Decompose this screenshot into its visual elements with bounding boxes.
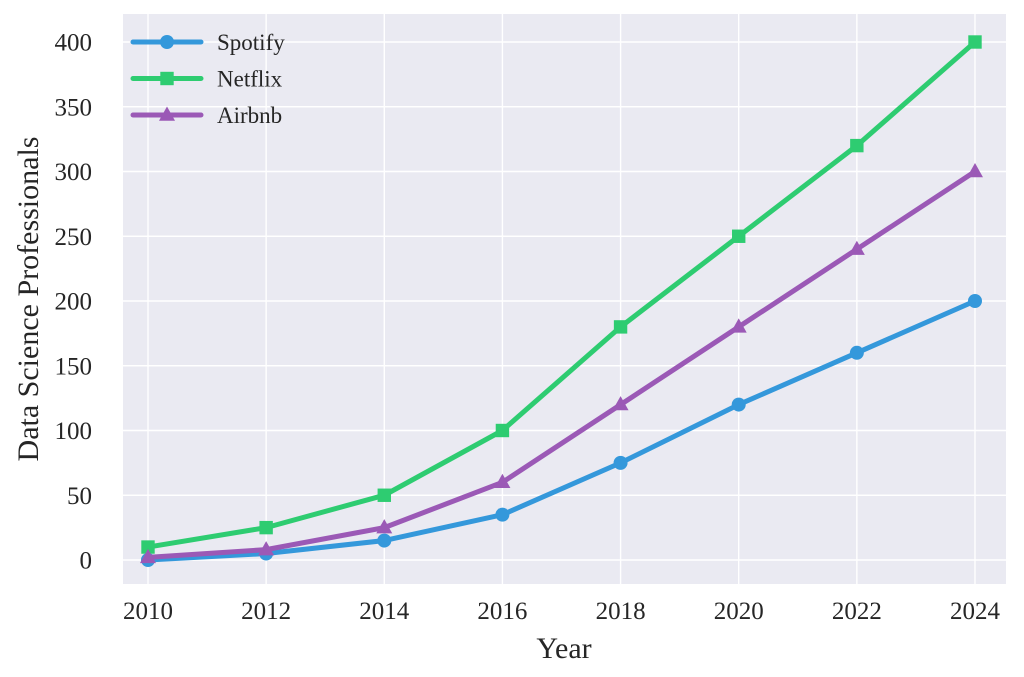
marker-netflix <box>968 35 982 49</box>
marker-spotify <box>613 455 628 470</box>
marker-spotify <box>731 397 746 412</box>
legend-label-spotify: Spotify <box>217 30 285 55</box>
series-line-airbnb <box>145 169 978 560</box>
y-axis-label: Data Science Professionals <box>12 137 45 462</box>
x-tick-label: 2018 <box>596 598 646 625</box>
x-tick-label: 2014 <box>359 598 410 625</box>
marker-airbnb <box>258 541 275 556</box>
y-tick-label: 0 <box>80 548 93 575</box>
marker-netflix <box>732 229 746 243</box>
legend-item-netflix: Netflix <box>130 67 283 92</box>
x-tick-label: 2016 <box>477 598 527 625</box>
series-netflix <box>141 35 982 554</box>
x-tick-label: 2022 <box>832 598 882 625</box>
marker-netflix <box>259 520 273 535</box>
series-line-netflix <box>145 39 978 550</box>
x-tick-label: 2012 <box>241 598 291 625</box>
marker-netflix <box>495 423 510 438</box>
marker-airbnb <box>494 473 511 488</box>
marker-spotify <box>495 507 510 522</box>
x-tick-label: 2024 <box>950 598 1001 625</box>
marker-spotify <box>967 294 982 308</box>
plot-area <box>123 14 1006 584</box>
marker-netflix <box>850 138 864 153</box>
marker-airbnb <box>848 240 865 255</box>
y-tick-label: 250 <box>55 224 93 251</box>
marker-netflix <box>141 540 155 554</box>
y-tick-label: 150 <box>55 353 93 380</box>
y-tick-label: 50 <box>67 483 92 510</box>
y-axis-tick-labels: 0 50 100 150 200 250 300 350 400 <box>55 30 93 575</box>
y-tick-label: 100 <box>55 418 93 445</box>
gridlines <box>123 14 1006 584</box>
marker-spotify <box>849 345 864 360</box>
series-line-spotify <box>145 298 978 563</box>
legend-marker-airbnb <box>159 106 175 121</box>
series-airbnb <box>140 163 983 564</box>
marker-netflix <box>613 320 628 334</box>
marker-airbnb <box>612 396 629 411</box>
legend-label-airbnb: Airbnb <box>217 103 282 128</box>
marker-airbnb <box>966 163 983 178</box>
x-tick-label: 2010 <box>123 598 173 625</box>
marker-airbnb <box>376 519 393 534</box>
marker-netflix <box>377 488 391 502</box>
legend-label-netflix: Netflix <box>217 67 283 92</box>
marker-airbnb <box>730 318 747 333</box>
series-layer <box>140 35 983 567</box>
legend-marker-netflix <box>160 71 174 86</box>
x-axis-label: Year <box>536 632 591 665</box>
legend-marker-spotify <box>160 35 174 49</box>
x-tick-label: 2020 <box>714 598 764 625</box>
series-spotify <box>141 294 982 567</box>
y-tick-label: 200 <box>55 289 93 316</box>
marker-airbnb <box>140 548 156 564</box>
legend-item-airbnb: Airbnb <box>130 103 282 128</box>
legend-item-spotify: Spotify <box>130 30 285 55</box>
y-tick-label: 400 <box>55 30 93 57</box>
y-tick-label: 300 <box>55 159 93 186</box>
x-axis-tick-labels: 2010 2012 2014 2016 2018 2020 2022 2024 <box>123 598 1000 625</box>
legend: Spotify Netflix Airbnb <box>130 30 285 128</box>
marker-spotify <box>377 533 392 548</box>
y-tick-label: 350 <box>55 94 93 121</box>
